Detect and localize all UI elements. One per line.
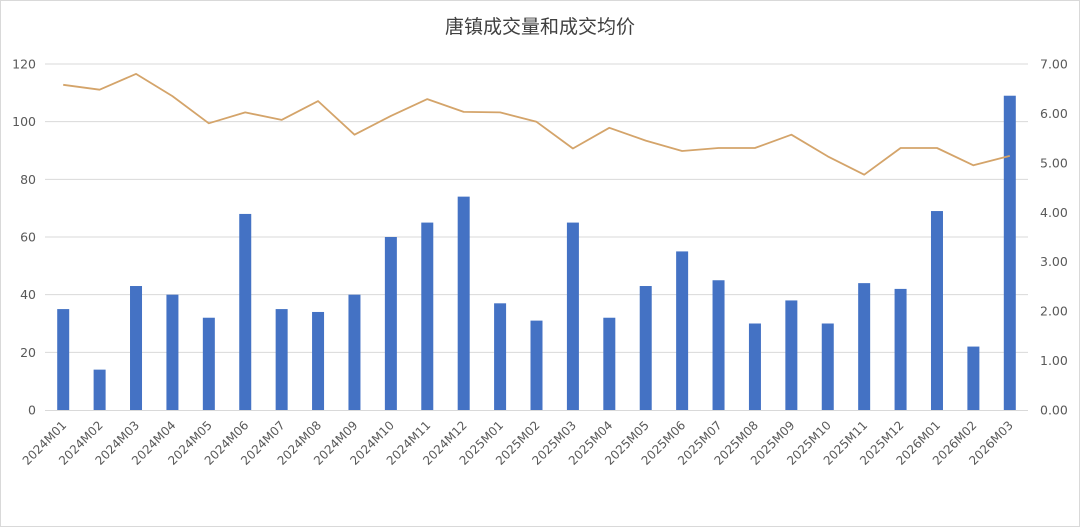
right-tick-label: 3.00 (1040, 254, 1068, 269)
bar (858, 283, 871, 410)
chart-title: 唐镇成交量和成交均价 (444, 16, 635, 38)
bar (275, 309, 288, 410)
bar (566, 222, 579, 410)
bar (93, 369, 106, 410)
left-tick-label: 100 (12, 114, 36, 129)
left-tick-label: 20 (20, 345, 36, 360)
bar-series (57, 95, 1016, 410)
right-tick-label: 0.00 (1040, 403, 1068, 418)
x-axis-ticks: 2024M012024M022024M032024M042024M052024M… (20, 418, 1016, 468)
right-tick-label: 1.00 (1040, 353, 1068, 368)
bar (930, 211, 943, 410)
bar (312, 311, 325, 410)
right-axis-ticks: 0.00 1.00 2.00 3.00 4.00 5.00 6.00 7.00 (1040, 57, 1068, 418)
price-line (63, 73, 1011, 176)
bar (57, 309, 70, 410)
right-tick-label: 2.00 (1040, 304, 1068, 319)
gridlines (45, 63, 1028, 353)
bar (348, 294, 361, 410)
right-tick-label: 7.00 (1040, 57, 1068, 72)
bar (676, 251, 689, 410)
bar (239, 213, 252, 410)
bar (384, 237, 397, 410)
bar (457, 196, 470, 410)
right-tick-label: 6.00 (1040, 106, 1068, 121)
bar (494, 303, 507, 410)
bar (166, 294, 179, 410)
bar (785, 300, 798, 410)
bar (712, 280, 725, 410)
left-tick-label: 60 (20, 230, 36, 245)
right-tick-label: 4.00 (1040, 205, 1068, 220)
right-tick-label: 5.00 (1040, 155, 1068, 170)
left-tick-label: 120 (12, 57, 36, 72)
bar (603, 317, 616, 410)
price-line-series (63, 73, 1011, 176)
bar (748, 323, 761, 410)
bar (894, 288, 907, 410)
left-axis-ticks: 0 20 40 60 80 100 120 (12, 57, 36, 418)
bar (130, 286, 143, 410)
bar (967, 346, 980, 410)
left-tick-label: 0 (28, 403, 36, 418)
bar (530, 320, 543, 410)
bar (202, 317, 215, 410)
bar (1003, 95, 1016, 410)
bar (421, 222, 434, 410)
left-tick-label: 40 (20, 287, 36, 302)
bar (639, 286, 652, 410)
bar (821, 323, 834, 410)
left-tick-label: 80 (20, 172, 36, 187)
